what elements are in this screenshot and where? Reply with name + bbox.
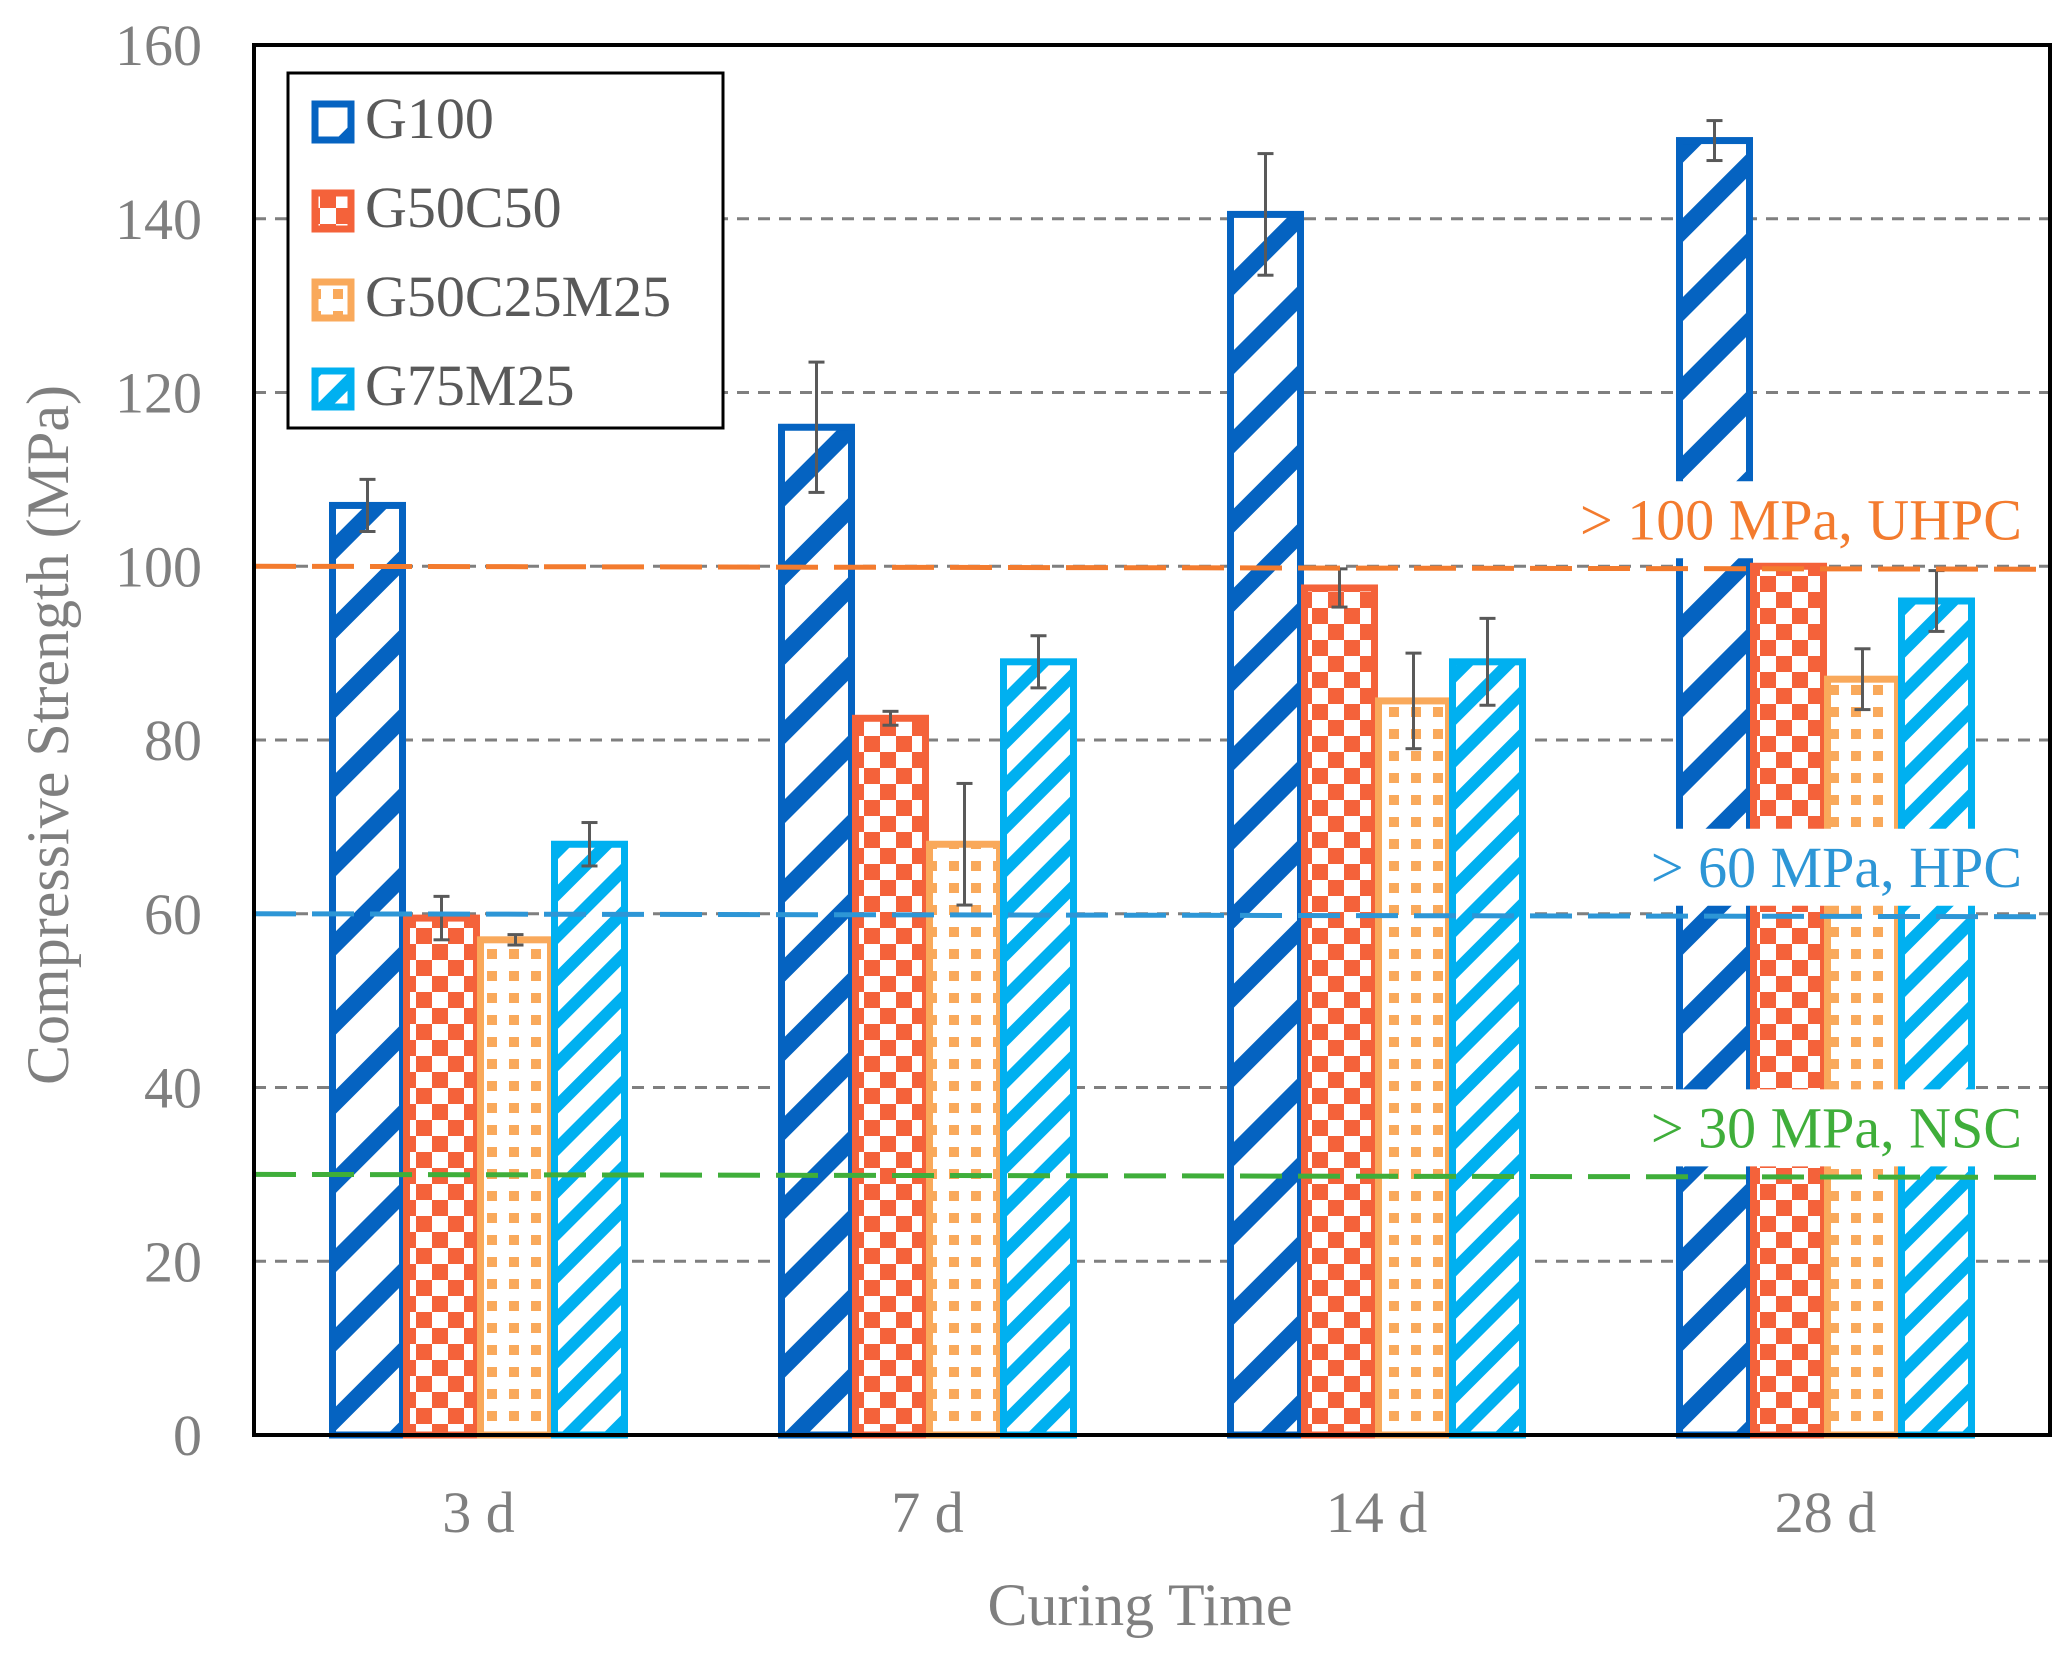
bars — [329, 137, 1975, 1439]
bar-g75m25 — [551, 840, 628, 1439]
x-tick-label: 7 d — [891, 1480, 964, 1545]
bar-g50c25m25 — [1375, 697, 1452, 1439]
legend-label: G75M25 — [365, 353, 574, 418]
reference-label-background — [1632, 1089, 2040, 1167]
bar-g100 — [329, 501, 406, 1439]
y-tick-label: 80 — [144, 708, 202, 773]
legend-box — [286, 71, 725, 430]
reference-line — [253, 563, 2051, 572]
legend: G100 G50C50 G50C25M25 G75M25 — [286, 71, 725, 430]
bar-g50c25m25 — [1824, 675, 1901, 1439]
y-tick-label: 20 — [144, 1229, 202, 1294]
plot-area-border — [252, 43, 2052, 1437]
bar-g50c50 — [1301, 584, 1378, 1439]
reference-label: > 100 MPa, UHPC — [1580, 487, 2022, 552]
y-tick-label: 120 — [115, 361, 202, 426]
legend-swatch — [311, 100, 355, 144]
reference-label: > 30 MPa, NSC — [1651, 1095, 2022, 1160]
y-tick-label: 140 — [115, 187, 202, 252]
reference-line — [253, 1171, 2051, 1180]
bar-g50c50 — [1750, 562, 1827, 1439]
bar-g100 — [778, 423, 855, 1439]
legend-swatch — [311, 278, 355, 322]
legend-swatch — [311, 189, 355, 233]
y-axis-title: Compressive Strength (MPa) — [15, 385, 81, 1085]
reference-label-background — [1562, 481, 2040, 559]
legend-label: G50C25M25 — [365, 264, 671, 329]
x-tick-label: 14 d — [1326, 1480, 1428, 1545]
x-axis-title: Curing Time — [987, 1572, 1292, 1638]
bar-g50c50 — [852, 714, 929, 1439]
y-tick-label: 0 — [173, 1403, 202, 1468]
y-tick-label: 40 — [144, 1056, 202, 1121]
y-tick-label: 100 — [115, 534, 202, 599]
x-tick-label: 28 d — [1775, 1480, 1877, 1545]
legend-swatch — [311, 367, 355, 411]
legend-label: G100 — [365, 86, 494, 151]
y-tick-label: 160 — [115, 13, 202, 78]
bar-g75m25 — [1000, 658, 1077, 1439]
error-bars — [359, 119, 1945, 947]
legend-label: G50C50 — [365, 175, 562, 240]
bar-g100 — [1227, 210, 1304, 1439]
reference-label-background — [1632, 828, 2040, 906]
bar-g75m25 — [1449, 658, 1526, 1439]
y-axis-ticks: 0 20 40 60 80 100 120 140 160 — [115, 13, 202, 1468]
x-axis-ticks: 3 d 7 d 14 d 28 d — [442, 1480, 1876, 1545]
reference-lines: > 100 MPa, UHPC > 60 MPa, HPC > 30 MPa, NS… — [253, 481, 2051, 1180]
bar-g100 — [1676, 137, 1753, 1439]
bar-g50c25m25 — [926, 840, 1003, 1439]
reference-label: > 60 MPa, HPC — [1651, 835, 2022, 900]
bar-g75m25 — [1898, 597, 1975, 1439]
y-tick-label: 60 — [144, 882, 202, 947]
x-tick-label: 3 d — [442, 1480, 515, 1545]
bar-g50c25m25 — [477, 936, 554, 1439]
reference-line — [253, 911, 2051, 920]
